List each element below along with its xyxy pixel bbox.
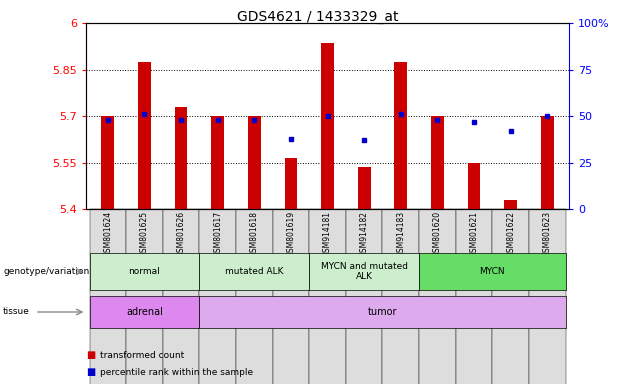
Bar	[211, 116, 224, 209]
Bar	[529, 209, 565, 384]
Bar	[504, 200, 517, 209]
Bar	[431, 116, 444, 209]
Bar	[541, 116, 554, 209]
Bar	[126, 209, 163, 384]
Bar	[346, 209, 382, 384]
Text: normal: normal	[128, 267, 160, 276]
Text: tumor: tumor	[368, 307, 398, 317]
Bar	[419, 209, 456, 384]
Bar	[456, 209, 492, 384]
Text: adrenal: adrenal	[126, 307, 163, 317]
Text: ■: ■	[86, 367, 95, 377]
Text: MYCN and mutated
ALK: MYCN and mutated ALK	[321, 262, 408, 281]
Text: genotype/variation: genotype/variation	[3, 267, 90, 276]
Text: transformed count: transformed count	[100, 351, 184, 360]
Bar	[394, 62, 407, 209]
Text: MYCN: MYCN	[480, 267, 505, 276]
Text: GDS4621 / 1433329_at: GDS4621 / 1433329_at	[237, 10, 399, 23]
Bar	[309, 209, 346, 384]
Bar	[357, 167, 371, 209]
Bar	[138, 62, 151, 209]
Bar	[90, 209, 126, 384]
Bar	[467, 163, 480, 209]
Bar	[199, 209, 236, 384]
Bar	[492, 209, 529, 384]
Text: tissue: tissue	[3, 308, 30, 316]
Bar	[248, 116, 261, 209]
Bar	[321, 43, 334, 209]
Bar	[284, 158, 298, 209]
Bar	[101, 116, 114, 209]
Text: percentile rank within the sample: percentile rank within the sample	[100, 368, 253, 377]
Bar	[236, 209, 273, 384]
Bar	[273, 209, 309, 384]
Bar	[175, 107, 188, 209]
Text: ■: ■	[86, 350, 95, 360]
Bar	[382, 209, 419, 384]
Bar	[163, 209, 199, 384]
Text: mutated ALK: mutated ALK	[225, 267, 284, 276]
